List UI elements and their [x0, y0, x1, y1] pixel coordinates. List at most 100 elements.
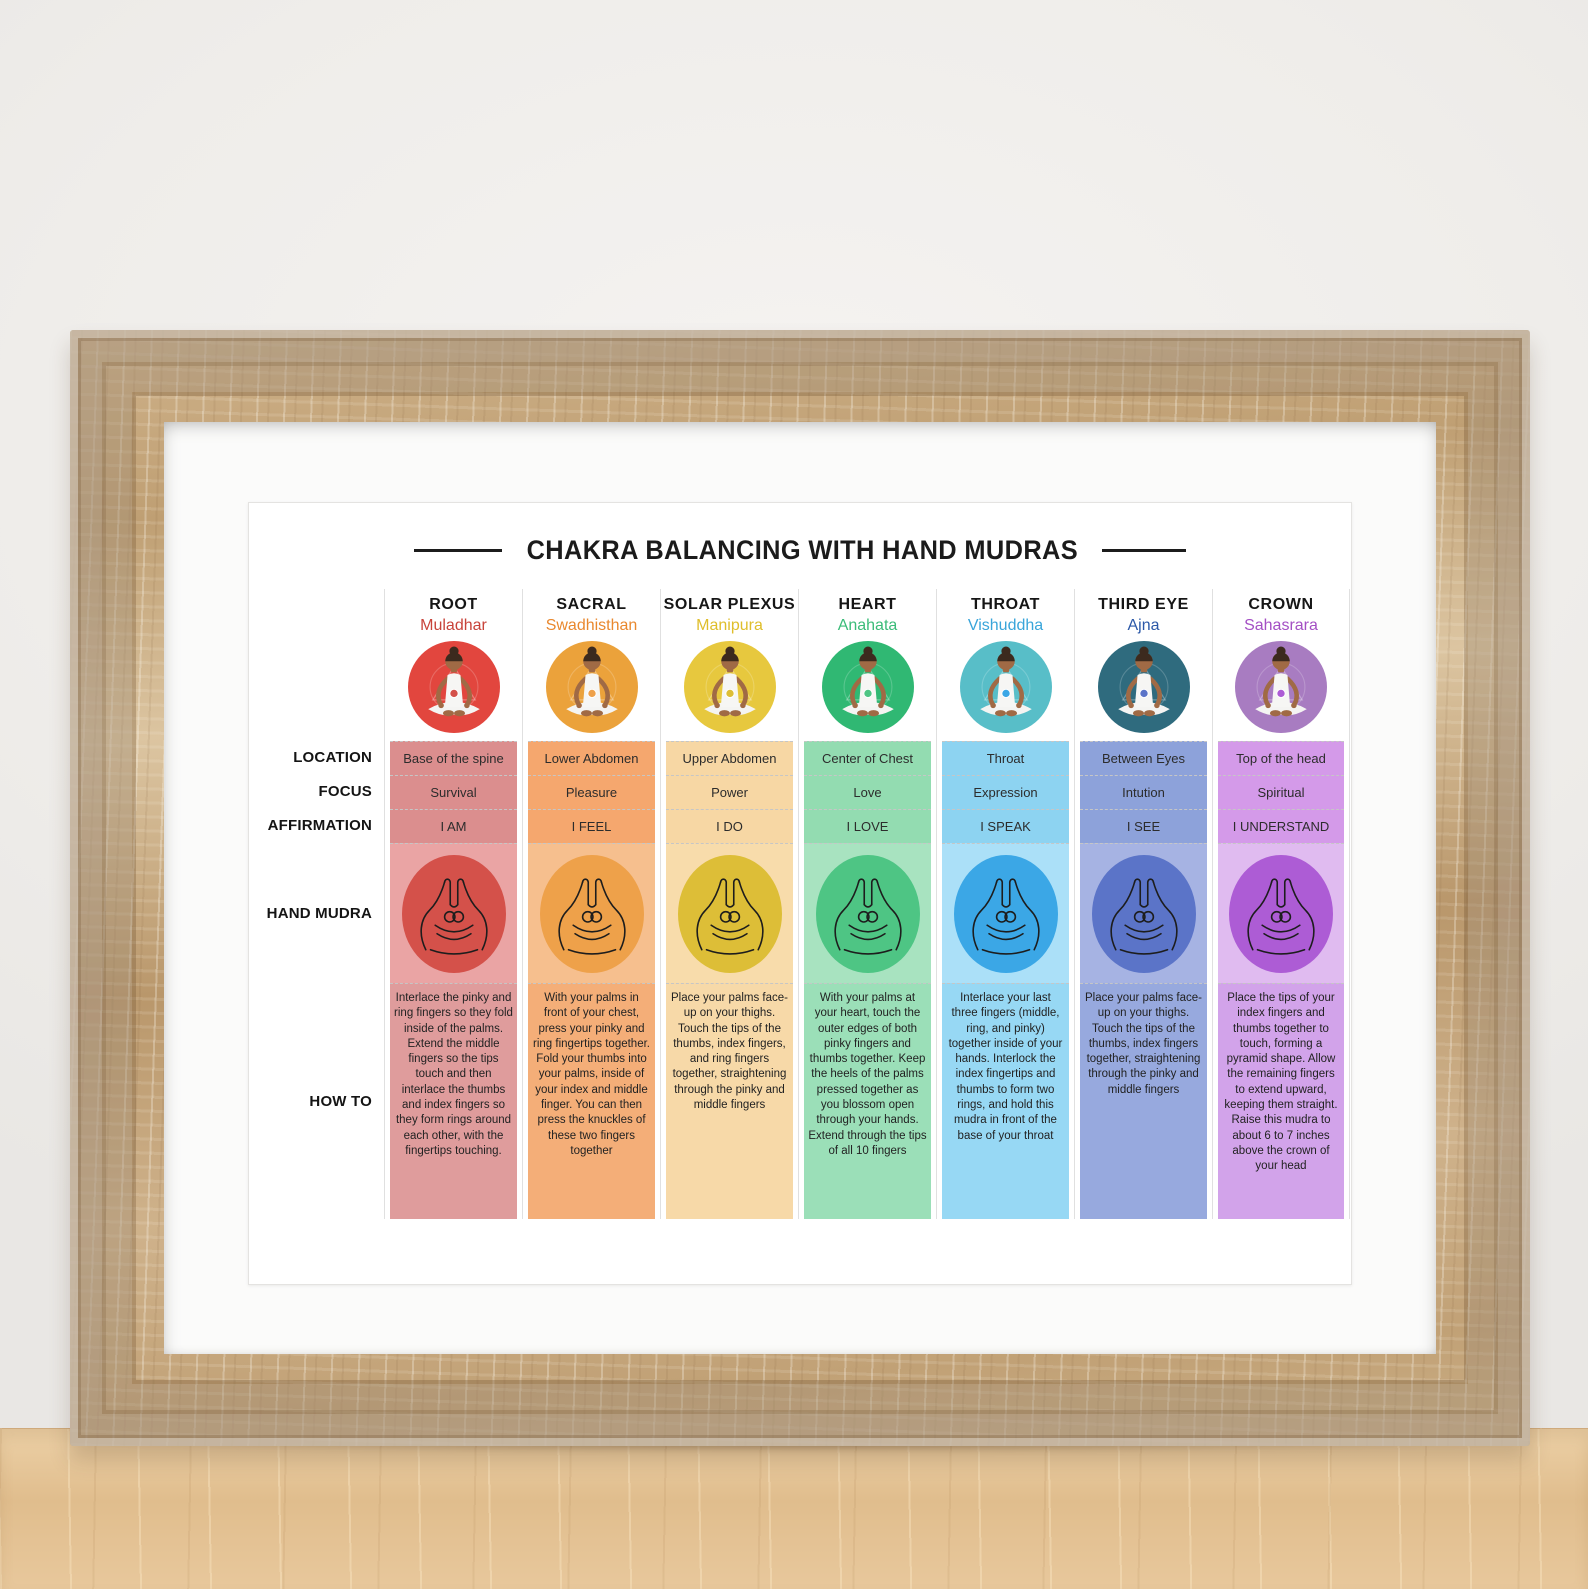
hand-mudra-cell [390, 843, 517, 983]
chakra-name: THIRD EYE [1098, 596, 1189, 613]
focus-cell: Survival [390, 775, 517, 809]
chakra-sanskrit-name: Vishuddha [967, 617, 1044, 634]
affirmation-cell: I LOVE [804, 809, 931, 843]
mudra-circle [401, 854, 506, 973]
affirmation-cell: I AM [390, 809, 517, 843]
chakra-sanskrit-name: Swadhisthan [545, 617, 638, 634]
hand-mudra-cell [666, 843, 793, 983]
chakra-column-sacral: SACRAL Swadhisthan [522, 589, 660, 1219]
how-to-cell: With your palms at your heart, touch the… [804, 983, 931, 1219]
how-to-cell: Interlace the pinky and ring fingers so … [390, 983, 517, 1219]
how-to-cell: Interlace your last three fingers (middl… [942, 983, 1069, 1219]
hand-mudra-cell [942, 843, 1069, 983]
chakra-column-root: ROOT Muladhar [384, 589, 522, 1219]
hand-mudra-cell [1080, 843, 1207, 983]
location-cell: Upper Abdomen [666, 741, 793, 775]
row-labels-column: LOCATION FOCUS AFFIRMATION HAND MUDRA HO… [250, 589, 384, 1219]
how-to-cell: With your palms in front of your chest, … [528, 983, 655, 1219]
row-label-affirmation: AFFIRMATION [267, 817, 372, 834]
location-cell: Throat [942, 741, 1069, 775]
hand-mudra-cell [1218, 843, 1344, 983]
chakra-header: ROOT Muladhar [385, 589, 522, 741]
row-label-how-to: HOW TO [309, 1092, 372, 1110]
chakra-header: SOLAR PLEXUS Manipura [661, 589, 798, 741]
chakra-poster: CHAKRA BALANCING WITH HAND MUDRAS LOCATI… [248, 502, 1352, 1285]
meditating-figure-icon [683, 641, 776, 733]
pyramid-mudra-icon [1247, 877, 1315, 955]
chakra-name: ROOT [429, 596, 478, 613]
figure-wrap [523, 641, 660, 733]
face-up-pinch-mudra-icon [1109, 877, 1178, 955]
meditating-figure-icon [959, 641, 1052, 733]
folded-thumbs-mudra-icon [557, 877, 626, 955]
chakra-name: THROAT [970, 596, 1041, 613]
chakra-column-solar-plexus: SOLAR PLEXUS Manipura [660, 589, 798, 1219]
affirmation-cell: I SEE [1080, 809, 1207, 843]
chakra-name: HEART [838, 596, 897, 613]
figure-wrap [937, 641, 1074, 733]
focus-cell: Love [804, 775, 931, 809]
focus-cell: Intution [1080, 775, 1207, 809]
mudra-circle [815, 854, 920, 973]
location-cell: Center of Chest [804, 741, 931, 775]
focus-cell: Pleasure [528, 775, 655, 809]
chakra-table: LOCATION FOCUS AFFIRMATION HAND MUDRA HO… [250, 589, 1350, 1219]
meditating-figure-icon [407, 641, 500, 733]
chakra-sanskrit-name: Ajna [1127, 617, 1160, 634]
location-cell: Top of the head [1218, 741, 1344, 775]
wooden-picture-frame: CHAKRA BALANCING WITH HAND MUDRAS LOCATI… [70, 330, 1530, 1446]
chakra-header: HEART Anahata [799, 589, 936, 741]
mudra-circle [953, 854, 1058, 973]
meditating-figure-icon [821, 641, 914, 733]
chakra-header: CROWN Sahasrara [1213, 589, 1349, 741]
mudra-circle [1091, 854, 1196, 973]
meditating-figure-icon [545, 641, 638, 733]
row-label-hand-mudra: HAND MUDRA [266, 904, 372, 922]
mudra-circle [677, 854, 782, 973]
interlaced-rings-mudra-icon [419, 877, 488, 955]
chakra-sanskrit-name: Manipura [696, 617, 763, 634]
how-to-cell: Place your palms face-up on your thighs.… [1080, 983, 1207, 1219]
row-label-focus: FOCUS [318, 783, 372, 800]
focus-cell: Spiritual [1218, 775, 1344, 809]
chakra-sanskrit-name: Sahasrara [1244, 617, 1318, 634]
affirmation-cell: I DO [666, 809, 793, 843]
chakra-column-crown: CROWN Sahasrara [1212, 589, 1350, 1219]
title-rule-left [413, 548, 502, 552]
meditating-figure-icon [1235, 641, 1327, 733]
location-cell: Lower Abdomen [528, 741, 655, 775]
meditating-figure-icon [1097, 641, 1190, 733]
mudra-circle [539, 854, 644, 973]
affirmation-cell: I SPEAK [942, 809, 1069, 843]
three-finger-touch-mudra-icon [695, 877, 764, 955]
focus-cell: Expression [942, 775, 1069, 809]
row-labels-spacer [250, 589, 372, 741]
figure-wrap [1213, 641, 1349, 733]
frame-shadow [100, 1432, 1500, 1452]
how-to-cell: Place the tips of your index fingers and… [1218, 983, 1344, 1219]
affirmation-cell: I FEEL [528, 809, 655, 843]
chakra-column-throat: THROAT Vishuddha [936, 589, 1074, 1219]
figure-wrap [661, 641, 798, 733]
how-to-cell: Place your palms face-up on your thighs.… [666, 983, 793, 1219]
chakra-name: SACRAL [556, 596, 627, 613]
location-cell: Base of the spine [390, 741, 517, 775]
double-ring-mudra-icon [971, 877, 1040, 955]
poster-title-row: CHAKRA BALANCING WITH HAND MUDRAS [249, 533, 1351, 567]
chakra-column-heart: HEART Anahata [798, 589, 936, 1219]
wood-floor [0, 1428, 1588, 1589]
row-label-location: LOCATION [293, 749, 372, 766]
hand-mudra-cell [804, 843, 931, 983]
chakra-name: SOLAR PLEXUS [663, 596, 796, 613]
mudra-circle [1229, 854, 1333, 973]
affirmation-cell: I UNDERSTAND [1218, 809, 1344, 843]
chakra-sanskrit-name: Anahata [837, 617, 898, 634]
title-rule-right [1102, 548, 1187, 552]
focus-cell: Power [666, 775, 793, 809]
chakra-name: CROWN [1248, 596, 1314, 613]
figure-wrap [385, 641, 522, 733]
hand-mudra-cell [528, 843, 655, 983]
lotus-blossom-mudra-icon [833, 877, 902, 955]
poster-title: CHAKRA BALANCING WITH HAND MUDRAS [526, 534, 1078, 565]
chakra-header: SACRAL Swadhisthan [523, 589, 660, 741]
